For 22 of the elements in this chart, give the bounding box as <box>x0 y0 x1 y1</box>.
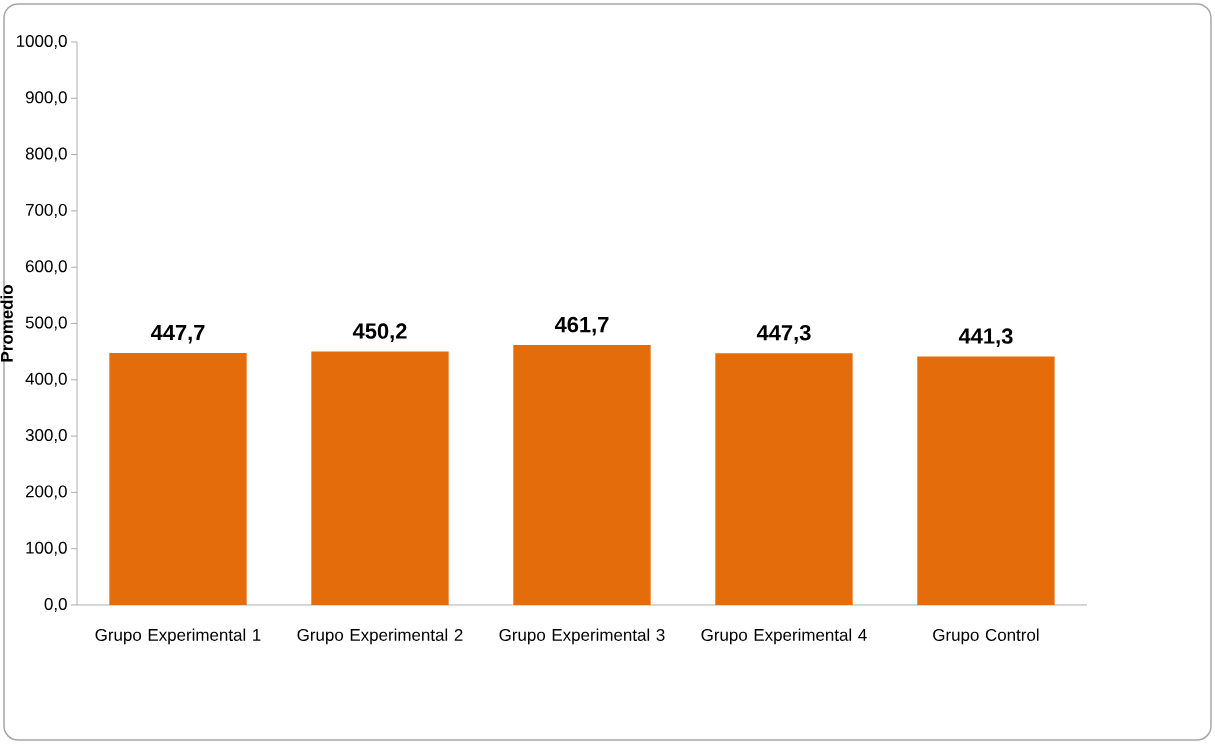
y-tick-label: 200,0 <box>25 485 67 500</box>
y-tick-label: 600,0 <box>25 260 67 275</box>
y-tick-label: 1000,0 <box>16 34 67 49</box>
x-tick-label: Grupo Experimental 2 <box>297 628 463 645</box>
y-tick-label: 400,0 <box>25 372 67 387</box>
data-label: 441,3 <box>958 328 1013 348</box>
data-label: 447,3 <box>756 324 811 344</box>
y-axis-title: Promedio <box>0 285 13 362</box>
data-label: 450,2 <box>352 323 407 342</box>
y-tick-label: 900,0 <box>25 91 67 106</box>
data-label: 447,7 <box>150 324 205 344</box>
x-tick-label: Grupo Experimental 3 <box>499 628 665 645</box>
data-label: 461,7 <box>554 316 609 336</box>
y-tick-label: 800,0 <box>25 147 67 162</box>
x-tick-label: Grupo Experimental 1 <box>95 628 261 645</box>
y-tick-label: 700,0 <box>25 203 67 218</box>
x-tick-label: Grupo Control <box>933 628 1039 645</box>
y-tick-label: 0,0 <box>44 597 67 612</box>
y-tick-label: 300,0 <box>25 429 67 444</box>
x-tick-label: Grupo Experimental 4 <box>701 628 867 645</box>
y-tick-label: 100,0 <box>26 541 67 556</box>
y-tick-label: 500,0 <box>25 316 67 331</box>
